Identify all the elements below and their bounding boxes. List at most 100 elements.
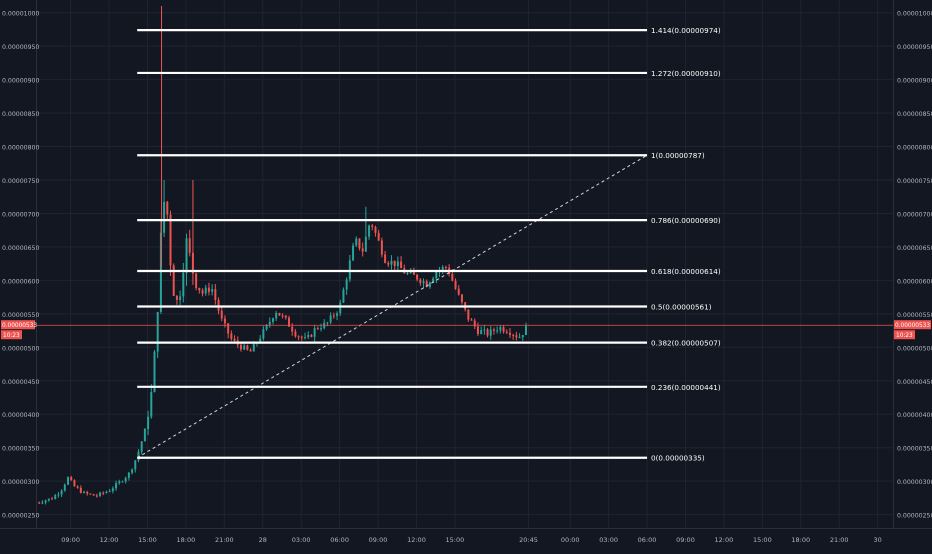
candle-body: [79, 487, 82, 493]
candle-body: [191, 252, 194, 274]
price-tick-label-right: 0.00000750: [897, 178, 932, 185]
candle-body: [339, 302, 342, 314]
candle-body: [329, 315, 332, 323]
price-tick-label-left: 0.00000750: [2, 178, 39, 185]
price-tick-label-left: 0.00000550: [2, 312, 39, 319]
price-tick-label-left: 0.00000950: [2, 44, 39, 51]
candle-body: [140, 441, 143, 452]
fib-level-label: 0.786(0.00000690): [651, 216, 721, 225]
fibonacci-levels[interactable]: 1.414(0.00000974) 1.272(0.00000910) 1(0.00…: [137, 26, 721, 463]
candle-body: [416, 274, 419, 280]
time-tick-label: 21:00: [830, 536, 849, 544]
time-tick-label: 09:00: [369, 536, 388, 544]
candle-body: [207, 287, 210, 292]
candle-body: [259, 338, 262, 343]
candle-body: [390, 260, 393, 265]
candle-body: [73, 480, 76, 487]
candle-body: [67, 477, 70, 485]
candle-body: [387, 262, 390, 265]
price-tick-label-left: 0.00000850: [2, 111, 39, 118]
current-price-badge-right: [894, 320, 931, 330]
time-tick-label: 06:00: [638, 536, 657, 544]
candle-body: [60, 490, 63, 495]
price-tick-label-left: 0.00000900: [2, 78, 39, 85]
candle-body: [393, 260, 396, 267]
candle-body: [348, 260, 351, 280]
candle-body: [147, 416, 150, 429]
time-tick-label: 15:00: [446, 536, 465, 544]
candle-body: [83, 491, 86, 493]
candle-body: [275, 312, 278, 319]
fib-level-label: 1.414(0.00000974): [651, 26, 721, 35]
price-axis-right[interactable]: 0.00000250 0.00000300 0.00000350 0.00000400…: [893, 0, 932, 550]
time-tick-label: 09:00: [676, 536, 695, 544]
candle-body: [278, 312, 281, 316]
price-tick-label-right: 0.00000700: [897, 211, 932, 218]
price-tick-label-left: 0.00000700: [2, 211, 39, 218]
candle-body: [444, 267, 447, 269]
price-tick-label-left: 0.00000350: [2, 446, 39, 453]
fib-level-label: 1(0.00000787): [651, 151, 705, 160]
candle-body: [332, 315, 335, 317]
time-tick-label: 21:00: [215, 536, 234, 544]
candle-body: [188, 238, 191, 253]
candle-body: [63, 484, 66, 491]
candle-body: [99, 492, 102, 496]
time-tick-label: 30: [873, 536, 881, 544]
candle-body: [95, 495, 98, 497]
candle-body: [51, 498, 54, 500]
candle-body: [268, 321, 271, 325]
candle-body: [105, 491, 108, 493]
fib-level-label: 0.618(0.00000614): [651, 267, 721, 276]
fib-level-label: 0(0.00000335): [651, 454, 705, 463]
candle-body: [76, 486, 79, 488]
candle-body: [111, 488, 114, 492]
price-tick-label-left: 0.00000400: [2, 412, 39, 419]
candle-body: [380, 240, 383, 255]
countdown-badge-left: [1, 330, 22, 340]
right-axis-panel: [893, 0, 932, 550]
candle-body: [150, 392, 153, 417]
current-price-badge-text-left: 0.00000533: [2, 323, 37, 329]
price-tick-label-right: 0.00000500: [897, 345, 932, 352]
candle-body: [336, 313, 339, 316]
candle-body: [204, 287, 207, 294]
candle-body: [406, 273, 409, 275]
candle-body: [233, 338, 236, 341]
candle-body: [345, 279, 348, 290]
candle-body: [252, 343, 255, 352]
time-axis[interactable]: 09:00 12:00 15:00 18:00 21:00 28 03:00 06:00 09:…: [0, 528, 932, 550]
price-badges: 0.00000533 10:23 0.00000533 10:23: [1, 320, 931, 340]
price-tick-label-left: 0.00001000: [2, 11, 39, 18]
time-tick-label: 15:00: [753, 536, 772, 544]
price-tick-label-left: 0.00000800: [2, 145, 39, 152]
candle-body: [310, 335, 313, 337]
candle-body: [121, 481, 124, 483]
candle-body: [297, 336, 300, 338]
candle-body: [288, 317, 290, 327]
candle-body: [483, 329, 486, 331]
candle-body: [86, 491, 89, 494]
candle-body: [89, 493, 92, 495]
candle-body: [198, 287, 201, 291]
time-tick-label: 06:00: [330, 536, 349, 544]
time-axis-panel: [0, 528, 932, 550]
price-axis-left[interactable]: 0.00000250 0.00000300 0.00000350 0.00000400…: [0, 0, 39, 550]
candle-body: [108, 491, 111, 493]
candle-body: [316, 328, 319, 330]
candle-body: [175, 296, 178, 301]
price-tick-label-right: 0.00000850: [897, 111, 932, 118]
time-tick-label: 12:00: [100, 536, 119, 544]
candle-body: [422, 281, 425, 284]
time-tick-label: 00:00: [561, 536, 580, 544]
candle-body: [384, 254, 387, 263]
candle-body: [307, 335, 310, 338]
candle-body: [118, 481, 121, 484]
candle-body: [41, 502, 44, 504]
current-price-badge-text-right: 0.00000533: [895, 323, 930, 329]
candle-body: [352, 245, 355, 261]
fib-level-label: 0.382(0.00000507): [651, 339, 721, 348]
candle-body: [243, 345, 246, 350]
